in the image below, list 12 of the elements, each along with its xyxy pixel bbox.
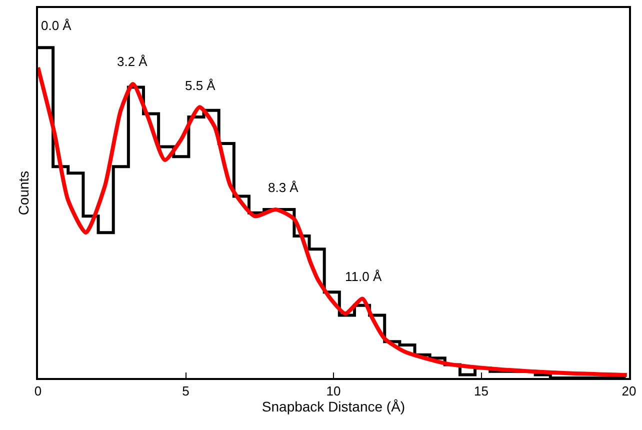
annotation: 8.3 Å xyxy=(268,180,299,195)
x-tick-label: 5 xyxy=(182,383,190,398)
annotation: 3.2 Å xyxy=(117,54,148,69)
x-tick-label: 15 xyxy=(474,383,488,398)
y-axis-title: Counts xyxy=(15,170,32,216)
annotation: 5.5 Å xyxy=(185,78,216,93)
x-tick-label: 20 xyxy=(622,383,636,398)
x-tick-label: 0 xyxy=(34,383,42,398)
x-axis-title: Snapback Distance (Å) xyxy=(262,398,406,414)
annotation: 11.0 Å xyxy=(345,269,382,284)
x-tick-label: 10 xyxy=(326,383,341,398)
annotation: 0.0 Å xyxy=(41,18,72,33)
